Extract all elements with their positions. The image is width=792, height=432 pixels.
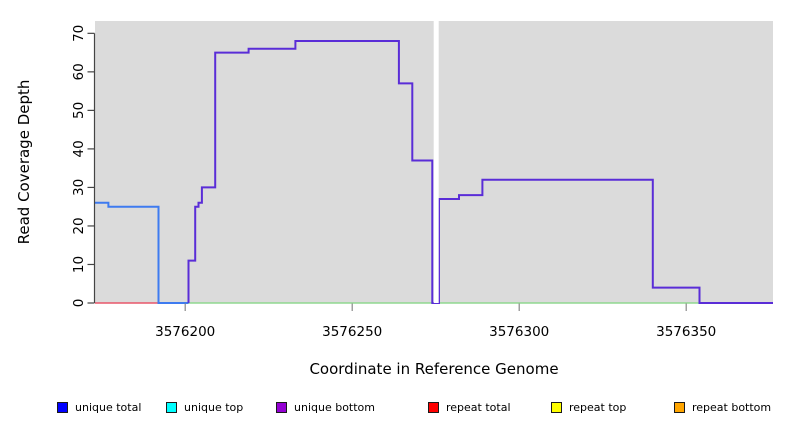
legend-swatch-icon (551, 402, 562, 413)
y-tick-label: 70 (71, 25, 87, 42)
legend-label: unique bottom (294, 401, 376, 414)
x-tick-label: 3576250 (322, 324, 382, 340)
series-unique-total (95, 201, 189, 304)
legend-item-unique-top: unique top (166, 401, 243, 414)
y-tick-label: 20 (71, 217, 87, 234)
y-tick-label: 60 (71, 63, 87, 80)
coverage-plot-svg: 0 10 20 30 40 50 60 70 3576200 3576250 3576300 3576… (15, 21, 773, 378)
legend-item-repeat-bottom: repeat bottom (674, 401, 771, 414)
legend-label: repeat total (446, 401, 511, 414)
y-tick-label: 30 (71, 179, 87, 196)
legend-item-repeat-total: repeat total (428, 401, 511, 414)
x-tick-label: 3576300 (489, 324, 549, 340)
legend-item-unique-total: unique total (57, 401, 141, 414)
legend-label: unique total (75, 401, 142, 414)
legend-label: unique top (184, 401, 244, 414)
y-tick-label: 0 (71, 299, 87, 308)
legend-item-unique-bottom: unique bottom (276, 401, 375, 414)
x-tick-label: 3576350 (656, 324, 716, 340)
chart-legend: unique total unique top unique bottom repea… (0, 398, 792, 422)
series-unique-bottom (187, 40, 773, 304)
legend-label: repeat top (569, 401, 627, 414)
y-tick-label: 40 (71, 140, 87, 157)
x-tick-label: 3576200 (155, 324, 215, 340)
x-axis-label: Coordinate in Reference Genome (309, 360, 558, 378)
legend-swatch-icon (276, 402, 287, 413)
legend-swatch-icon (428, 402, 439, 413)
y-axis-label: Read Coverage Depth (15, 80, 33, 245)
y-tick-label: 10 (71, 256, 87, 273)
coverage-gap-band (433, 21, 439, 303)
legend-item-repeat-top: repeat top (551, 401, 626, 414)
legend-label: repeat bottom (692, 401, 772, 414)
legend-swatch-icon (57, 402, 68, 413)
legend-swatch-icon (674, 402, 685, 413)
y-tick-label: 50 (71, 102, 87, 119)
legend-swatch-icon (166, 402, 177, 413)
